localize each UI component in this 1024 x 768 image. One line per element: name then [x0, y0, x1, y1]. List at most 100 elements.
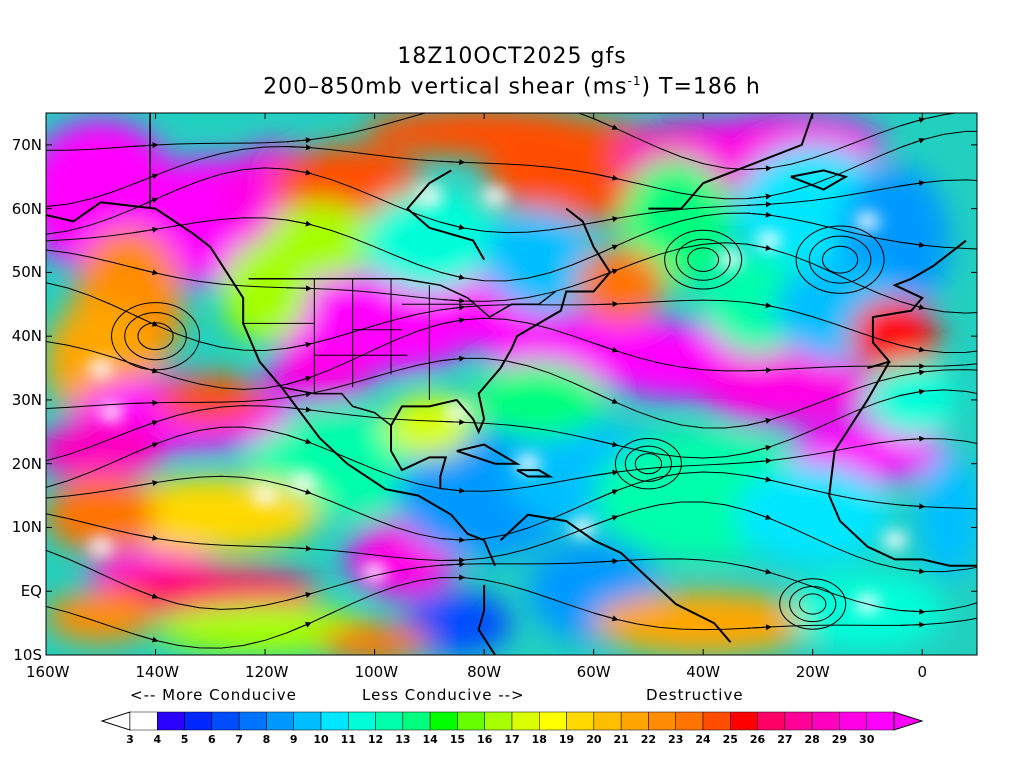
streamline-arrow: [440, 317, 466, 325]
streamline-arrow: [900, 301, 926, 310]
legend-tick: 29: [831, 733, 848, 746]
streamline-arrow: [133, 420, 159, 431]
legend-tick: 3: [126, 733, 134, 746]
legend-tick: 7: [235, 733, 243, 746]
map-title-field: 200–850mb vertical shear (ms-1) T=186 h: [0, 74, 1024, 99]
streamline-gyre: [779, 578, 847, 630]
streamline-arrow: [746, 193, 772, 200]
streamline: [46, 113, 960, 171]
streamline: [46, 282, 977, 353]
coastline: [648, 113, 814, 210]
low-shear-spot: [855, 212, 880, 231]
streamline-arrow: [900, 369, 926, 377]
shear-region: [46, 419, 167, 483]
legend-tick: 4: [153, 733, 162, 746]
streamline-gyre: [624, 445, 673, 482]
legend-tick: 16: [477, 733, 493, 746]
streamline-arrow: [440, 561, 466, 568]
streamline-arrow: [900, 621, 926, 628]
streamline-arrow: [286, 391, 312, 399]
streamline-arrow: [286, 285, 312, 292]
streamline-arrow: [593, 342, 619, 353]
streamline-arrow: [133, 226, 159, 234]
legend-tick: 24: [695, 733, 711, 746]
legend-tick: 9: [289, 733, 298, 746]
shear-region: [363, 189, 496, 292]
legend-swatch: [730, 711, 758, 731]
legend-tick: 19: [558, 733, 575, 746]
legend-swatch: [266, 711, 294, 731]
streamline-gyre: [137, 322, 174, 351]
shear-region: [697, 348, 873, 426]
streamline-arrow: [440, 104, 462, 109]
legend-tick: 28: [804, 733, 820, 746]
coastline: [499, 513, 732, 643]
streamline-arrow: [133, 142, 159, 149]
map-frame: [45, 112, 978, 656]
lon-label: 60W: [576, 663, 611, 681]
legend-swatch: [539, 711, 567, 731]
streamline-arrow: [133, 633, 159, 643]
legend-tick: 11: [340, 733, 356, 746]
streamline-arrow: [286, 137, 312, 144]
low-shear-spot: [756, 231, 781, 250]
streamline-arrow: [746, 165, 772, 172]
streamline-arrow: [440, 419, 466, 426]
legend-swatch: [866, 711, 895, 731]
lat-label: 10S: [13, 646, 42, 664]
coastline: [790, 169, 849, 191]
streamline-arrow: [286, 406, 312, 413]
low-shear-spot: [483, 186, 508, 205]
streamline-arrow: [593, 216, 619, 224]
legend-swatch: [402, 711, 431, 731]
streamline-arrow: [133, 442, 159, 454]
low-shear-spot: [362, 563, 387, 582]
legend-swatch: [702, 711, 731, 731]
streamline-gyre: [821, 245, 859, 274]
legend-tick: 14: [422, 733, 438, 746]
lat-label: 10N: [11, 518, 42, 537]
legend-swatch: [839, 711, 867, 731]
streamline: [46, 426, 977, 492]
coastline: [456, 443, 521, 465]
coastline: [477, 584, 496, 655]
streamline-arrow: [133, 363, 159, 374]
streamline-arrow: [440, 159, 466, 166]
streamline-arrow: [746, 475, 772, 483]
shear-region: [867, 361, 956, 439]
legend-swatch: [238, 711, 267, 731]
legend-tick: 18: [531, 733, 547, 746]
streamline: [46, 389, 977, 462]
legend-swatch: [320, 711, 349, 731]
legend-swatch: [484, 711, 513, 731]
streamline-arrow: [133, 173, 159, 185]
streamline-arrow: [746, 509, 772, 520]
title-field-end: ) T=186 h: [641, 74, 761, 100]
lon-label: 120W: [245, 663, 289, 681]
low-shear-spot: [253, 486, 278, 505]
streamline-gyre: [795, 225, 885, 294]
legend-tick: 15: [449, 733, 466, 746]
streamline-gyre: [634, 453, 663, 475]
streamline-arrow: [286, 375, 312, 385]
shear-region: [380, 272, 534, 349]
streamline-arrow: [440, 304, 466, 311]
streamline: [46, 130, 977, 208]
streamline-arrow: [133, 533, 159, 541]
streamline-arrow: [440, 297, 466, 304]
legend-arrow-high: [893, 711, 924, 731]
color-legend: [100, 711, 924, 731]
lon-label: 140W: [135, 663, 179, 681]
low-shear-spot: [444, 403, 469, 422]
streamline-arrow: [900, 608, 926, 615]
streamline-gyre: [614, 438, 682, 490]
streamline: [46, 242, 977, 314]
coastline: [828, 361, 977, 567]
streamline-arrow: [593, 244, 619, 257]
legend-swatch: [348, 711, 376, 731]
map-plot-area: [46, 104, 977, 655]
streamline-arrow: [746, 211, 772, 218]
legend-tick: 25: [722, 733, 738, 746]
streamline-arrow: [746, 417, 772, 426]
streamline: [46, 212, 977, 282]
